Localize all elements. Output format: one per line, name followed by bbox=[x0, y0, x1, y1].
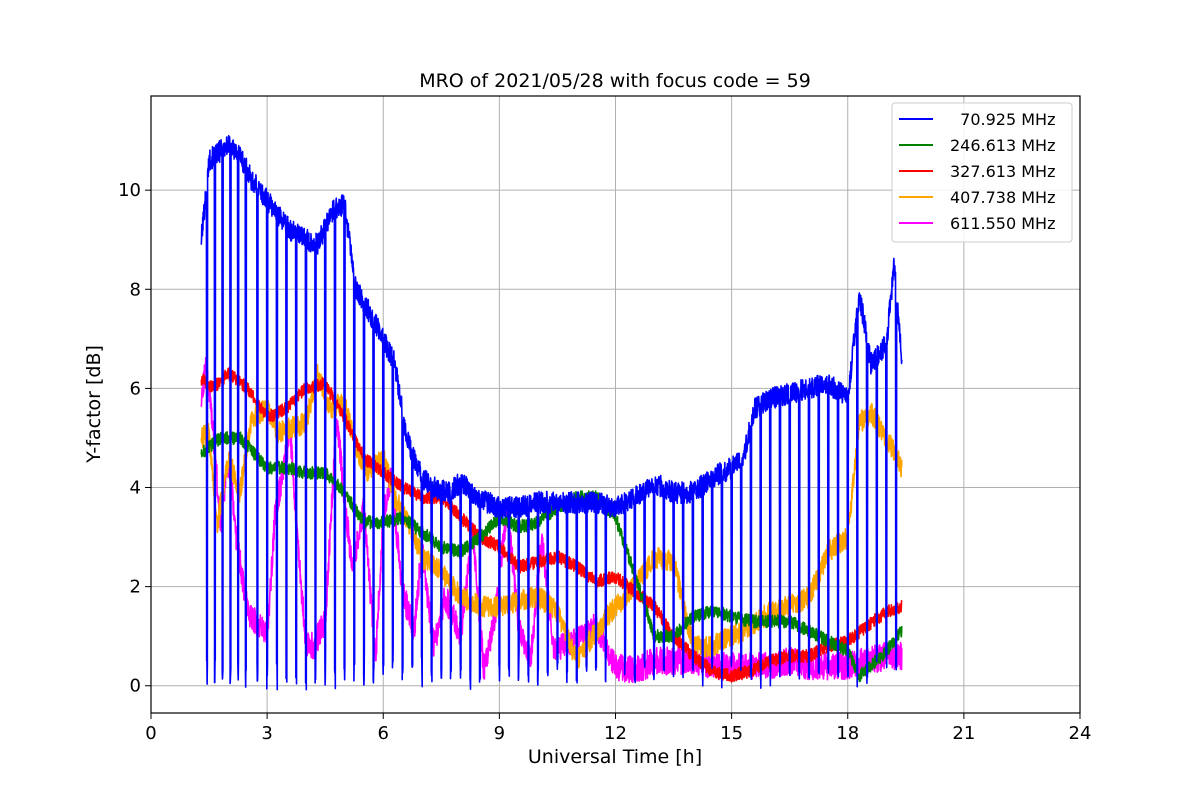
x-axis-label: Universal Time [h] bbox=[528, 746, 702, 768]
y-axis-label: Y-factor [dB] bbox=[83, 345, 105, 464]
y-tick-label: 2 bbox=[130, 577, 141, 598]
x-tick-label: 9 bbox=[494, 723, 505, 744]
x-tick-label: 21 bbox=[952, 723, 975, 744]
legend-box bbox=[891, 102, 1073, 243]
chart-title: MRO of 2021/05/28 with focus code = 59 bbox=[419, 70, 811, 92]
plot-series bbox=[200, 134, 903, 691]
x-tick-label: 3 bbox=[261, 723, 272, 744]
x-tick-label: 24 bbox=[1069, 723, 1092, 744]
series-line-5 bbox=[200, 356, 903, 684]
legend-label: 70.925 MHz bbox=[950, 110, 1055, 129]
legend-label: 407.738 MHz bbox=[950, 188, 1055, 207]
legend-label: 611.550 MHz bbox=[950, 214, 1055, 233]
x-tick-label: 18 bbox=[836, 723, 859, 744]
y-tick-label: 0 bbox=[130, 676, 141, 697]
x-tick-label: 0 bbox=[145, 723, 156, 744]
x-tick-label: 6 bbox=[378, 723, 389, 744]
series-line-2 bbox=[200, 431, 903, 683]
y-tick-label: 6 bbox=[130, 378, 141, 399]
series-line-1 bbox=[200, 134, 903, 691]
x-tick-label: 15 bbox=[720, 723, 743, 744]
y-tick-label: 4 bbox=[130, 478, 141, 499]
legend-label: 246.613 MHz bbox=[950, 136, 1055, 155]
y-tick-label: 8 bbox=[130, 279, 141, 300]
y-tick-label: 10 bbox=[118, 180, 141, 201]
legend: 70.925 MHz 246.613 MHz 327.613 MHz 407.738 … bbox=[891, 102, 1073, 243]
series-line-3 bbox=[200, 366, 903, 683]
series-line-4 bbox=[200, 363, 903, 670]
x-tick-label: 12 bbox=[604, 723, 627, 744]
legend-label: 327.613 MHz bbox=[950, 162, 1055, 181]
